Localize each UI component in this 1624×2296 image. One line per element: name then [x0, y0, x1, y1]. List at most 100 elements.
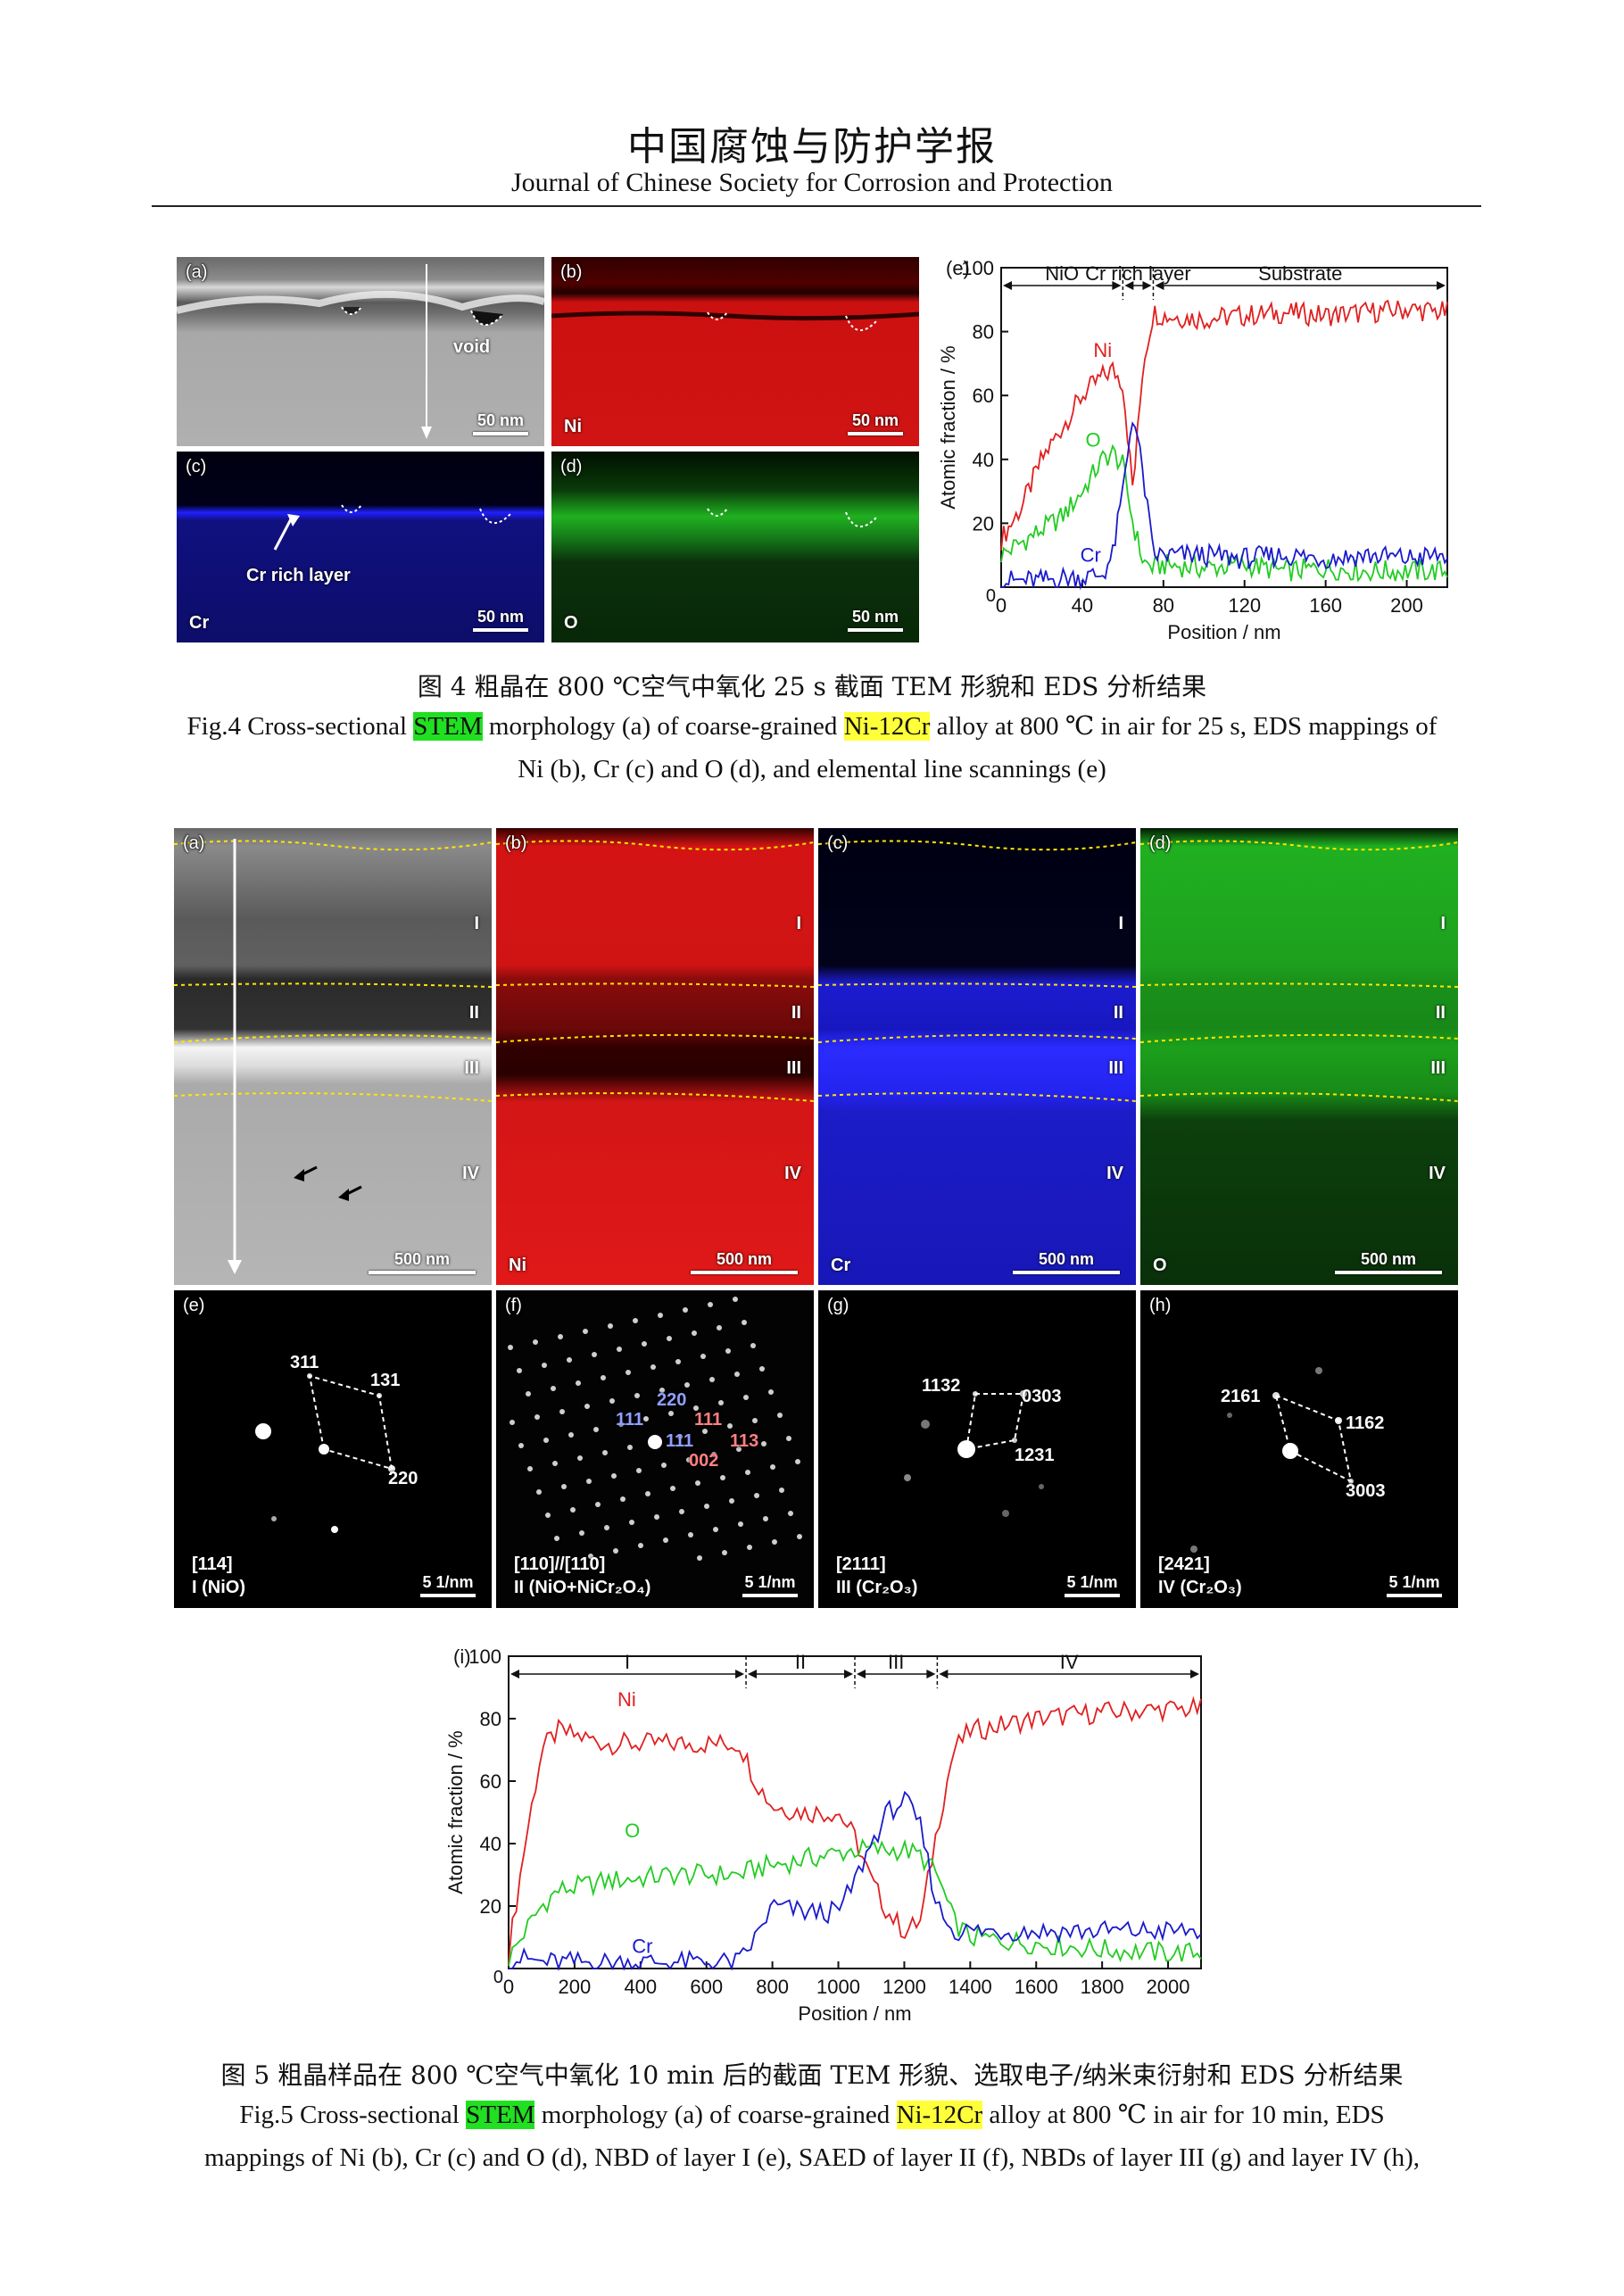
journal-title-cn: 中国腐蚀与防护学报 — [0, 114, 1624, 171]
fig5-c-overlay — [818, 828, 1136, 1285]
fig5-c-layer-iii: III — [1108, 1058, 1123, 1079]
fig4-c-label: (c) — [186, 457, 206, 477]
highlight-stem: STEM — [413, 712, 482, 741]
diffraction-spot — [725, 1348, 731, 1354]
highlight-alloy: Ni-12Cr — [897, 2101, 983, 2129]
fig5-panel-c-cr-map: (c) I II III IV Cr 500 nm — [818, 828, 1136, 1285]
region-arrowhead — [939, 1670, 948, 1678]
fig5-panel-b-ni-map: (b) I II III IV Ni 500 nm — [496, 828, 814, 1285]
diffraction-spot — [533, 1339, 538, 1345]
fig4-e-line-scan-chart: (e)0 40 80 120 160 200020406080100Position / … — [928, 255, 1463, 648]
diffraction-spot — [579, 1530, 584, 1536]
diffraction-spot — [743, 1395, 749, 1400]
region-label: Substrate — [1258, 262, 1342, 285]
fig5-a-layer-i: I — [474, 914, 479, 934]
diffraction-spot — [722, 1550, 727, 1555]
diffraction-spot — [629, 1520, 634, 1525]
fig5-d-label: (d) — [1149, 833, 1171, 854]
fig5-f-scalebar: 5 1/nm — [742, 1573, 798, 1597]
diffraction-spot — [697, 1555, 702, 1561]
region-label: II — [795, 1651, 806, 1673]
diffraction-spot — [633, 1318, 638, 1323]
fig5-panel-e-nbd: (e) 311 131 220 [114] I (NiO) 5 1/nm — [174, 1290, 492, 1608]
region-label: I — [625, 1651, 630, 1673]
x-tick-label: 40 — [1072, 594, 1093, 617]
diffraction-spot — [517, 1368, 522, 1373]
diffraction-spot — [770, 1464, 775, 1470]
diffraction-spot — [508, 1345, 513, 1350]
y-tick-label: 60 — [973, 385, 994, 407]
series-label: Ni — [1093, 339, 1112, 361]
fig5-b-layer-iv: IV — [784, 1164, 801, 1184]
region-arrowhead — [1437, 281, 1446, 290]
diffraction-spot — [772, 1539, 777, 1545]
fig5-panel-f-saed: (f) 220 111 111 111 113 002 [110]//[110]… — [496, 1290, 814, 1608]
diffraction-spot — [675, 1359, 681, 1364]
fig5-d-scalebar: 500 nm — [1335, 1250, 1442, 1274]
fig5-g-scalebar: 5 1/nm — [1065, 1573, 1120, 1597]
diffraction-spot — [668, 1411, 674, 1416]
diffraction-spot — [545, 1513, 551, 1518]
fig4-panel-b-ni-map: (b) Ni 50 nm — [551, 257, 919, 446]
diffraction-spot — [552, 1461, 558, 1466]
fig5-d-overlay — [1140, 828, 1458, 1285]
x-tick-label: 0 — [503, 1976, 514, 1998]
fig5-b-label: (b) — [505, 833, 526, 854]
fig4-b-label: (b) — [560, 262, 582, 283]
x-tick-label: 1200 — [882, 1976, 926, 1998]
diffraction-spot — [695, 1480, 700, 1486]
spot-311: 311 — [290, 1353, 319, 1373]
y-tick-label: 100 — [961, 257, 994, 279]
diffraction-spot — [567, 1357, 572, 1363]
fig5-c-scalebar: 500 nm — [1013, 1250, 1120, 1274]
fig5-panel-d-o-map: (d) I II III IV O 500 nm — [1140, 828, 1458, 1285]
spot-1132: 1132 — [922, 1376, 960, 1397]
fig4-panel-d-o-map: (d) O 50 nm — [551, 452, 919, 642]
diffraction-spot — [745, 1470, 750, 1475]
x-tick-label: 600 — [690, 1976, 723, 1998]
x-tick-label: 800 — [756, 1976, 789, 1998]
region-arrowhead — [926, 1670, 935, 1678]
diffraction-spot — [738, 1521, 743, 1527]
fig5-b-layer-iii: III — [786, 1058, 801, 1079]
x-tick-label: 80 — [1153, 594, 1174, 617]
spot-111-red: 111 — [694, 1410, 722, 1430]
y-tick-label: 40 — [973, 449, 994, 471]
x-tick-label: 200 — [559, 1976, 592, 1998]
y-tick-label: 20 — [973, 512, 994, 535]
diffraction-spot — [526, 1391, 531, 1397]
region-arrowhead — [748, 1670, 757, 1678]
fig4-c-element: Cr — [189, 613, 209, 634]
region-arrowhead — [1003, 281, 1012, 290]
diffraction-spot — [570, 1507, 576, 1513]
diffraction-spot — [542, 1363, 547, 1368]
y-tick-label: 40 — [480, 1833, 501, 1855]
cr-rich-layer-annotation: Cr rich layer — [246, 566, 351, 586]
diffraction-spot — [602, 1450, 608, 1455]
fig5-c-layer-i: I — [1118, 914, 1123, 934]
fig4-panel-c-cr-map: (c) Cr rich layer Cr 50 nm — [177, 452, 544, 642]
diffraction-spot — [717, 1325, 722, 1330]
fig5-d-layer-iii: III — [1430, 1058, 1446, 1079]
fig4-a-label: (a) — [186, 262, 207, 283]
diffraction-spot — [611, 1473, 617, 1479]
fig5-e-zone: [114] I (NiO) — [192, 1553, 245, 1599]
region-arrowhead — [1190, 1670, 1199, 1678]
diffraction-spot — [617, 1347, 622, 1352]
plot-frame — [509, 1656, 1201, 1969]
fig4-b-scalebar: 50 nm — [848, 411, 903, 435]
y-axis-label: Atomic fraction / % — [937, 345, 959, 509]
fig5-h-zone: [2421] IV (Cr₂O₃) — [1158, 1553, 1242, 1599]
diffraction-spot — [648, 1435, 662, 1449]
fig5-d-layer-ii: II — [1436, 1003, 1446, 1024]
region-arrowhead — [857, 1670, 866, 1678]
fig5-a-layer-iv: IV — [462, 1164, 479, 1184]
diffraction-spot — [779, 1488, 784, 1493]
diffraction-spot — [709, 1377, 715, 1382]
diffraction-spot — [700, 1354, 706, 1359]
spot-2161: 2161 — [1221, 1387, 1261, 1407]
diffraction-spot — [718, 1400, 724, 1405]
spot-002: 002 — [689, 1451, 718, 1471]
diffraction-spot — [742, 1320, 747, 1325]
x-tick-label: 200 — [1390, 594, 1423, 617]
